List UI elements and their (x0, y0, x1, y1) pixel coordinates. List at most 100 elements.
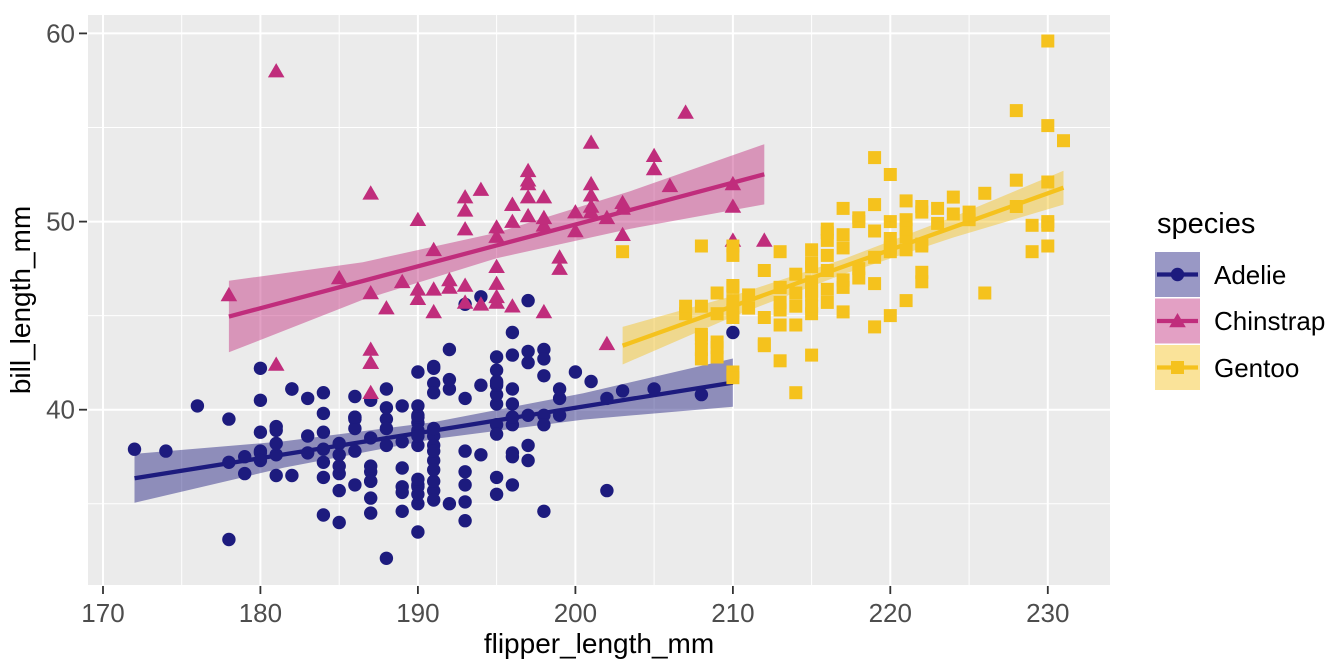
data-point (301, 429, 315, 443)
data-point (458, 465, 472, 479)
legend-key-adelie (1155, 252, 1200, 297)
data-point (411, 438, 425, 453)
data-point (411, 487, 425, 501)
data-point (868, 198, 882, 212)
data-point (519, 172, 537, 187)
data-point (488, 228, 505, 243)
data-point (868, 151, 882, 165)
data-point (868, 277, 882, 291)
data-point (1041, 218, 1055, 232)
data-point (505, 325, 520, 340)
data-point (773, 295, 787, 309)
data-point (899, 294, 913, 308)
data-point (820, 282, 834, 296)
data-point (724, 198, 742, 213)
data-point (489, 397, 504, 411)
data-point (409, 281, 427, 296)
data-point (757, 264, 771, 277)
legend-title: species (1157, 208, 1255, 240)
data-point (552, 408, 567, 422)
data-point (1169, 313, 1186, 328)
data-point (427, 453, 441, 468)
data-point (962, 213, 976, 227)
data-point (316, 508, 331, 522)
data-point (551, 260, 568, 275)
x-tick-label: 210 (711, 598, 754, 628)
data-point (427, 463, 441, 477)
data-point (519, 207, 537, 223)
data-point (537, 342, 551, 357)
data-point (425, 303, 442, 319)
data-point (427, 483, 441, 498)
x-tick-label: 230 (1026, 598, 1069, 628)
data-point (789, 286, 803, 300)
data-point (742, 288, 756, 302)
data-point (931, 216, 945, 230)
data-point (395, 485, 409, 500)
data-point (362, 341, 379, 356)
data-point (521, 293, 535, 308)
data-point (316, 425, 331, 439)
legend-label-gentoo: Gentoo (1214, 353, 1299, 383)
data-point (442, 372, 457, 387)
data-point (362, 285, 379, 300)
data-point (537, 408, 551, 422)
data-point (411, 525, 425, 539)
data-point (427, 361, 441, 375)
data-point (505, 397, 520, 411)
data-point (836, 241, 850, 255)
y-axis-title: bill_length_mm (5, 206, 36, 394)
data-point (582, 175, 600, 191)
data-point (645, 147, 663, 162)
data-point (820, 248, 834, 262)
data-point (364, 431, 378, 445)
data-point (456, 221, 474, 236)
data-point (600, 483, 614, 498)
data-point (899, 243, 913, 257)
data-point (615, 384, 630, 398)
data-point (489, 363, 504, 377)
data-point (458, 391, 472, 406)
data-point (521, 438, 535, 453)
data-point (521, 344, 535, 359)
chinstrap-confidence-band (228, 144, 765, 353)
legend-key-gentoo (1155, 345, 1200, 390)
data-point (535, 209, 553, 225)
data-point (789, 386, 803, 400)
data-point (332, 459, 346, 473)
data-point (332, 515, 346, 530)
legend-label-chinstrap: Chinstrap (1214, 306, 1325, 336)
data-point (190, 399, 205, 413)
data-point (474, 378, 488, 392)
data-point (694, 299, 708, 313)
data-point (789, 299, 803, 313)
data-point (883, 309, 897, 323)
data-point (488, 294, 505, 309)
data-point (362, 185, 379, 200)
data-point (868, 320, 882, 334)
data-point (267, 63, 285, 78)
data-point (379, 421, 394, 436)
data-point (379, 382, 394, 396)
data-point (409, 211, 427, 226)
data-point (505, 382, 520, 396)
data-point (269, 468, 283, 483)
data-point (1009, 173, 1023, 187)
data-point (836, 228, 850, 242)
panel-background (88, 15, 1110, 585)
data-point (647, 382, 661, 396)
data-point (915, 275, 929, 289)
data-point (537, 504, 551, 518)
data-point (710, 350, 724, 364)
data-point (521, 453, 535, 468)
data-point (836, 201, 850, 215)
data-point (1009, 104, 1023, 118)
data-point (836, 305, 850, 319)
data-point (915, 237, 929, 251)
data-point (742, 301, 756, 315)
data-point (852, 211, 866, 225)
data-point (427, 444, 441, 458)
data-point (836, 273, 850, 287)
data-point (285, 468, 299, 483)
data-point (582, 198, 600, 213)
